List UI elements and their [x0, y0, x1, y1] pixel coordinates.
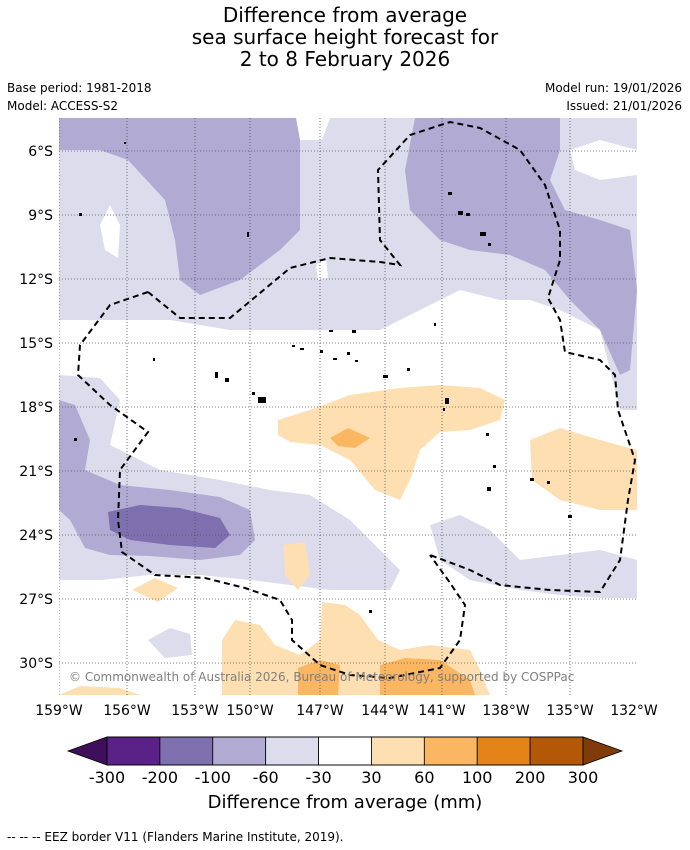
colorbar-ticks: -300 -200 -100 -60 -30 30 60 100 200 300	[89, 768, 598, 787]
negative-anomaly-northeast-mid	[405, 118, 637, 375]
positive-anomaly-southwest	[59, 686, 140, 695]
positive-anomaly-south-core-1	[298, 660, 340, 695]
lat-label: 15°S	[19, 336, 53, 352]
colorbar-tick-label: 100	[462, 768, 493, 787]
lat-label: 24°S	[19, 528, 53, 544]
colorbar-segment	[106, 736, 161, 766]
negative-anomaly-southeast-light	[430, 515, 637, 598]
white-patch-north-2	[296, 118, 330, 140]
colorbar-segment	[318, 736, 372, 766]
map-title: Difference from average sea surface heig…	[0, 4, 690, 70]
colorbar: -300 -200 -100 -60 -30 30 60 100 200 300	[66, 736, 624, 787]
lon-label: 138°W	[482, 703, 530, 719]
lon-label: 156°W	[103, 703, 151, 719]
colorbar-max-arrow	[582, 736, 624, 766]
white-patch-north-3	[570, 140, 637, 180]
colorbar-segment	[423, 736, 478, 766]
colorbar-tick-label: -300	[89, 768, 125, 787]
latitude-labels: 6°S 9°S 12°S 15°S 18°S 21°S 24°S 27°S 30…	[19, 144, 53, 672]
base-period: Base period: 1981-2018	[7, 81, 152, 95]
colorbar-tick-label: 200	[515, 768, 546, 787]
colorbar-label: Difference from average (mm)	[207, 792, 483, 813]
colorbar-tick-label: 60	[414, 768, 434, 787]
colorbar-min-arrow	[66, 736, 108, 766]
colorbar-segments	[106, 736, 584, 766]
positive-anomaly-central	[278, 385, 505, 500]
meta-right: Model run: 19/01/2026 Issued: 21/01/2026	[545, 79, 682, 115]
lat-label: 18°S	[19, 400, 53, 416]
meta-left: Base period: 1981-2018 Model: ACCESS-S2	[7, 79, 152, 115]
colorbar-segment	[265, 736, 319, 766]
title-line-2: sea surface height forecast for	[191, 25, 499, 49]
anomaly-field: © Commonwealth of Australia 2026, Bureau…	[59, 118, 637, 695]
lat-label: 27°S	[19, 592, 53, 608]
colorbar-segment	[476, 736, 531, 766]
lon-label: 147°W	[296, 703, 344, 719]
lat-label: 30°S	[19, 656, 53, 672]
negative-anomaly-west-mid	[59, 118, 128, 160]
colorbar-tick-label: -200	[142, 768, 178, 787]
islands	[74, 142, 572, 613]
colorbar-segment	[371, 736, 425, 766]
title-line-1: Difference from average	[222, 3, 468, 27]
positive-anomaly-small-1	[283, 542, 310, 590]
colorbar-tick-label: 300	[568, 768, 599, 787]
eez-border-cook-islands	[147, 120, 637, 594]
colorbar-segment	[159, 736, 214, 766]
lat-label: 12°S	[19, 272, 53, 288]
lon-label: 141°W	[418, 703, 466, 719]
lon-label: 159°W	[35, 703, 83, 719]
colorbar-tick-label: -30	[305, 768, 331, 787]
lat-label: 9°S	[28, 208, 53, 224]
graticule	[59, 118, 637, 695]
lon-label: 150°W	[226, 703, 274, 719]
negative-anomaly-south-small	[148, 628, 192, 658]
white-patch-north-4	[316, 258, 328, 280]
positive-anomaly-central-core	[330, 428, 370, 448]
colorbar-segment	[529, 736, 584, 766]
eez-border-south	[76, 291, 467, 680]
colorbar-segment	[212, 736, 267, 766]
longitude-labels: 159°W 156°W 153°W 150°W 147°W 144°W 141°…	[35, 703, 658, 719]
colorbar-tick-label: -100	[195, 768, 231, 787]
lon-label: 132°W	[610, 703, 658, 719]
title-line-3: 2 to 8 February 2026	[239, 47, 451, 71]
colorbar-outline	[106, 736, 584, 766]
lon-label: 135°W	[546, 703, 594, 719]
negative-anomaly-north-mid	[128, 118, 300, 295]
colorbar-tick-label: -60	[253, 768, 279, 787]
lat-label: 6°S	[28, 144, 53, 160]
lat-label: 21°S	[19, 464, 53, 480]
lon-label: 153°W	[171, 703, 219, 719]
lon-label: 144°W	[361, 703, 409, 719]
eez-footnote: -- -- -- EEZ border V11 (Flanders Marine…	[7, 830, 344, 844]
positive-anomaly-small-2	[132, 578, 178, 602]
negative-anomaly-southwest-dark	[108, 505, 230, 548]
white-patch-north-1	[100, 205, 120, 258]
model-name: Model: ACCESS-S2	[7, 99, 119, 113]
colorbar-tick-label: 30	[361, 768, 381, 787]
copyright-watermark: © Commonwealth of Australia 2026, Bureau…	[69, 670, 574, 684]
model-run: Model run: 19/01/2026	[544, 81, 682, 95]
positive-anomaly-south-core-2	[380, 658, 475, 695]
issued-date: Issued: 21/01/2026	[566, 99, 682, 113]
positive-anomaly-east	[530, 428, 637, 510]
